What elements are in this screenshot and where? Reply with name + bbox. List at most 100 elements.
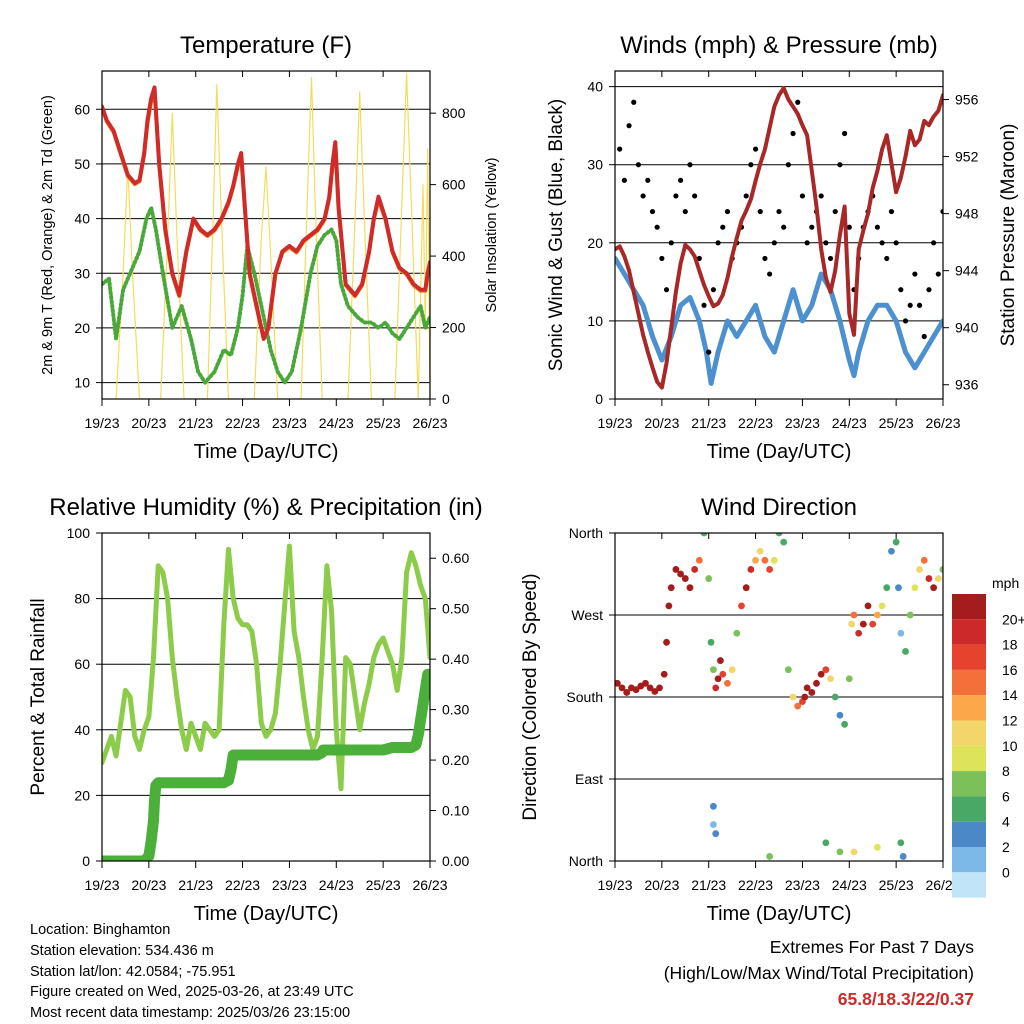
direction-point — [665, 602, 673, 610]
direction-point — [775, 533, 783, 537]
gust-point — [785, 162, 791, 168]
direction-point — [803, 684, 811, 692]
gust-point — [912, 271, 918, 277]
direction-point — [719, 670, 727, 678]
y-axis-label: Percent & Total Rainfall — [28, 598, 49, 795]
direction-point — [916, 566, 923, 573]
y2-tick-label: 940 — [955, 320, 979, 336]
gust-point — [898, 287, 904, 293]
direction-point — [836, 711, 844, 719]
gust-point — [888, 208, 895, 215]
direction-point — [667, 584, 675, 592]
direction-point — [831, 693, 839, 701]
direction-point — [747, 566, 755, 573]
x-tick-label: 23/23 — [785, 877, 820, 893]
gust-point — [874, 224, 881, 230]
x-tick-label: 24/23 — [319, 877, 354, 893]
y-tick-label: 20 — [74, 787, 90, 803]
y-axis-label: 2m & 9m T (Red, Orange) & 2m Td (Green) — [40, 95, 56, 375]
colorbar-swatch — [952, 872, 986, 898]
x-tick-label: 22/23 — [225, 415, 260, 431]
direction-point — [646, 684, 654, 692]
gust-point — [804, 240, 810, 246]
y-tick-label: 40 — [74, 211, 90, 227]
gust-point — [921, 333, 927, 340]
colorbar-swatch — [952, 619, 986, 645]
x-tick-label: 21/23 — [178, 415, 213, 431]
y2-axis-label: Station Pressure (Maroon) — [998, 124, 1019, 347]
colorbar-label: 14 — [1002, 687, 1018, 703]
direction-point — [897, 629, 905, 637]
humidity-precip-panel: Relative Humidity (%) & Precipitation (i… — [28, 494, 483, 925]
gust-point — [649, 208, 656, 215]
direction-point — [623, 689, 631, 696]
direction-point — [712, 684, 720, 692]
location-text: Location: Binghamton — [30, 922, 171, 938]
gust-point — [626, 123, 632, 129]
colorbar-label: 18 — [1002, 637, 1018, 653]
x-tick-label: 24/23 — [832, 877, 867, 893]
direction-point — [733, 629, 741, 637]
latlon-text: Station lat/lon: 42.0584; -75.951 — [30, 963, 236, 980]
direction-point — [695, 556, 703, 564]
direction-point — [700, 533, 708, 537]
x-tick-label: 26/23 — [412, 877, 447, 893]
colorbar-label: 10 — [1002, 738, 1018, 754]
y2-tick-label: 400 — [442, 248, 466, 264]
x-tick-label: 25/23 — [366, 877, 401, 893]
direction-point — [841, 720, 848, 728]
gust-point — [663, 287, 670, 293]
direction-point — [686, 584, 694, 592]
gust-point — [776, 208, 782, 215]
gust-point — [837, 162, 843, 168]
gust-point — [687, 162, 693, 168]
gust-point — [879, 240, 885, 246]
direction-point — [756, 547, 764, 555]
colorbar-label: 20+ — [1002, 611, 1024, 627]
direction-point — [656, 684, 663, 692]
gust-point — [720, 224, 726, 230]
direction-point — [939, 566, 943, 573]
x-tick-label: 25/23 — [366, 415, 401, 431]
direction-point — [780, 538, 788, 546]
colorbar-label: 0 — [1002, 864, 1010, 880]
x-tick-label: 23/23 — [272, 877, 307, 893]
x-tick-label: 19/23 — [597, 877, 632, 893]
y-tick-label: 30 — [74, 265, 90, 281]
colorbar-swatch — [952, 771, 986, 797]
winds-pressure-panel: Winds (mph) & Pressure (mb) 19/23 20/23 21/… — [546, 32, 1019, 463]
direction-point — [920, 556, 928, 564]
y2-tick-label: 952 — [955, 149, 979, 165]
series-group — [615, 533, 943, 860]
chart-title: Temperature (F) — [180, 32, 352, 59]
gust-point — [640, 193, 646, 199]
x-tick-label: 24/23 — [832, 415, 867, 431]
y-axis-label: Direction (Colored By Speed) — [520, 573, 541, 820]
x-tick-label: 20/23 — [131, 415, 166, 431]
y-tick-label: 0 — [82, 853, 90, 869]
chart-title: Relative Humidity (%) & Precipitation (i… — [49, 494, 482, 521]
direction-point — [710, 802, 717, 810]
gust-point — [757, 208, 763, 215]
direction-point — [691, 566, 699, 573]
station-info: Location: Binghamton Station elevation: … — [30, 920, 354, 1024]
direction-point — [752, 556, 759, 564]
direction-point — [794, 702, 802, 710]
y-tick-label: North — [569, 853, 603, 869]
direction-point — [813, 679, 820, 687]
series-group — [102, 73, 430, 399]
y-tick-label: 60 — [74, 656, 90, 672]
y-axis-label: Sonic Wind & Gust (Blue, Black) — [546, 99, 567, 371]
direction-point — [848, 620, 856, 628]
x-tick-label: 21/23 — [178, 877, 213, 893]
y-tick-label: 60 — [74, 101, 90, 117]
direction-point — [850, 611, 858, 619]
y2-tick-label: 800 — [442, 105, 466, 121]
direction-point — [714, 675, 722, 683]
x-tick-label: 22/23 — [738, 415, 773, 431]
y-tick-label: 80 — [74, 591, 90, 607]
gust-point — [795, 99, 801, 105]
gust-point — [635, 162, 642, 168]
x-tick-label: 21/23 — [691, 415, 726, 431]
pressure-line — [615, 86, 943, 390]
